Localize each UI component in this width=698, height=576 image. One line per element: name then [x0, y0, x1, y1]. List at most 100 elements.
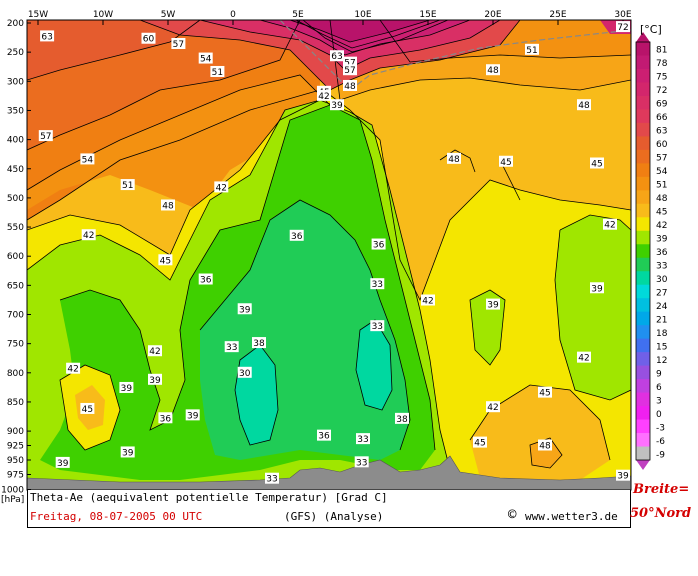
contour-label: 38: [252, 337, 266, 349]
contour-label-text: 36: [200, 276, 212, 286]
contour-label-text: 51: [212, 68, 223, 78]
contour-label-text: 45: [82, 405, 93, 415]
contour-label-bg: [237, 303, 252, 315]
colorbar-swatch: [636, 217, 650, 232]
contour-label-bg: [80, 153, 95, 165]
contour-label-text: 33: [226, 343, 237, 353]
contour-label: 42: [421, 294, 435, 307]
contour-label-bg: [447, 152, 461, 164]
contour-label: 42: [81, 229, 96, 241]
colorbar-label: 63: [656, 127, 667, 137]
y-tick-label: 750: [7, 340, 24, 350]
contour-label-bg: [210, 65, 225, 77]
contour-label: 45: [590, 157, 604, 170]
colorbar-swatch: [636, 338, 650, 353]
contour-label-text: 42: [604, 221, 615, 231]
contour-label-bg: [120, 446, 135, 458]
contour-label: 42: [603, 218, 617, 231]
contour-label-text: 36: [160, 414, 172, 424]
contour-label-bg: [185, 409, 200, 421]
colorbar-label: 15: [656, 342, 667, 352]
colorbar-label: 66: [656, 113, 668, 123]
contour-label-bg: [55, 456, 70, 468]
contour-label-bg: [330, 99, 344, 111]
colorbar-swatch: [636, 203, 650, 218]
contour-label: 45: [158, 254, 173, 266]
contour-label-text: 51: [122, 181, 133, 191]
contour-label-text: 42: [67, 365, 78, 375]
contour-labels: 63 60575451575451484242453636363339383330…: [38, 21, 630, 485]
contour-label: 51: [525, 43, 539, 56]
y-tick-label: 500: [7, 194, 24, 204]
colorbar-label: 51: [656, 181, 667, 191]
colorbar-top-arrow: [636, 32, 650, 42]
contour-label: 57: [171, 37, 186, 50]
contour-label: 39: [616, 469, 630, 482]
colorbar-bottom-arrow: [636, 460, 650, 470]
colorbar-swatch: [636, 68, 650, 83]
contour-label: 60: [141, 32, 156, 45]
contour-label-bg: [577, 351, 591, 363]
colorbar-label: 6: [656, 383, 662, 393]
contour-label-bg: [370, 320, 385, 332]
colorbar-label: 48: [656, 194, 668, 204]
contour-label: 36: [158, 412, 173, 424]
contour-label-text: 39: [331, 101, 343, 111]
contour-label: 57: [343, 56, 357, 69]
copyright-icon: ©: [508, 507, 517, 523]
colorbar-label: 3: [656, 396, 662, 406]
contour-label-text: 39: [121, 384, 133, 394]
colorbar-swatch: [636, 244, 650, 259]
contour-label-text: 51: [526, 46, 537, 56]
contour-label: 54: [80, 153, 95, 165]
contour-label-text: 36: [291, 232, 303, 242]
website-link[interactable]: www.wetter3.de: [525, 510, 618, 523]
contour-label: 36: [289, 229, 304, 242]
colorbar-label: 33: [656, 261, 667, 271]
contour-label: 48: [447, 152, 461, 165]
contour-label-text: 45: [539, 389, 550, 399]
contour-label-bg: [343, 56, 357, 68]
colorbar-label: 57: [656, 154, 667, 164]
date-text: Freitag, 08-07-2005 00 UTC: [30, 510, 203, 523]
field-jet-81: [290, 20, 430, 42]
contour-label: 57: [343, 64, 357, 76]
breite-label: Breite=: [633, 482, 690, 497]
contour-label: 39: [55, 456, 70, 469]
contour-label-text: 36: [318, 432, 330, 442]
contour-label: 63: [330, 50, 344, 62]
contour-label-bg: [158, 412, 173, 424]
contour-label-bg: [198, 273, 213, 285]
contour-label-text: 72: [617, 23, 628, 33]
breite-value: 50°Nord: [630, 506, 692, 521]
colorbar-label: 81: [656, 46, 667, 56]
colorbar-label: 69: [656, 100, 668, 110]
y-tick-label: 650: [7, 281, 24, 291]
contour-label-text: 38: [253, 339, 265, 349]
contour-label-bg: [343, 64, 357, 76]
contour-label: 54: [198, 52, 213, 65]
contour-label-bg: [171, 37, 186, 49]
contour-field: [27, 20, 631, 490]
contour-label: 45: [538, 386, 552, 399]
y-tick-label: 600: [7, 252, 24, 262]
colorbar-swatch: [636, 446, 650, 461]
contour-label-text: 48: [448, 155, 460, 165]
y-tick-label: 900: [7, 427, 24, 437]
y-tick-label: 350: [7, 106, 24, 116]
colorbar-label: 39: [656, 235, 668, 245]
contour-label-text: 33: [357, 435, 368, 445]
contour-label-bg: [330, 50, 344, 62]
contour-label-bg: [119, 381, 134, 393]
contour-label: 51: [120, 179, 135, 191]
contour-label-text: 42: [487, 403, 498, 413]
x-tick-label: 20E: [484, 10, 501, 20]
x-tick-label: 10E: [354, 10, 371, 20]
colorbar-swatch: [636, 271, 650, 286]
contour-label-text: 45: [591, 160, 602, 170]
colorbar-swatch: [636, 325, 650, 340]
contour-label: 39: [590, 282, 604, 294]
contour-label-text: 63: [41, 32, 52, 42]
contour-label-bg: [214, 181, 229, 193]
